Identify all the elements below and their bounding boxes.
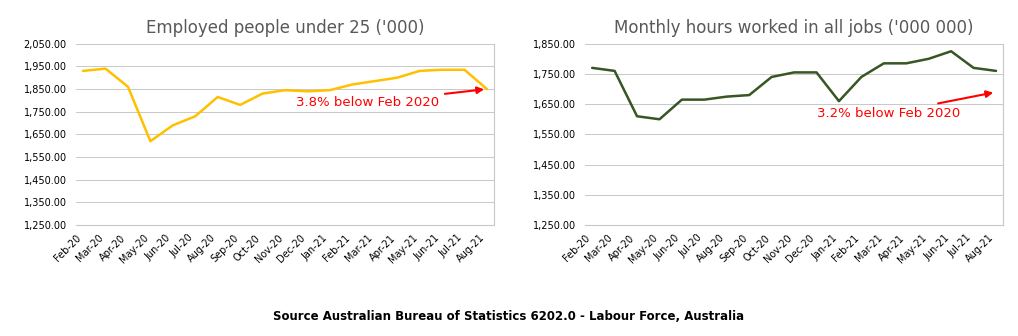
Text: 3.2% below Feb 2020: 3.2% below Feb 2020 [816, 91, 991, 120]
Text: 3.8% below Feb 2020: 3.8% below Feb 2020 [296, 87, 482, 109]
Text: Source Australian Bureau of Statistics 6202.0 - Labour Force, Australia: Source Australian Bureau of Statistics 6… [274, 309, 744, 323]
Title: Employed people under 25 ('000): Employed people under 25 ('000) [146, 18, 425, 37]
Title: Monthly hours worked in all jobs ('000 000): Monthly hours worked in all jobs ('000 0… [614, 18, 974, 37]
